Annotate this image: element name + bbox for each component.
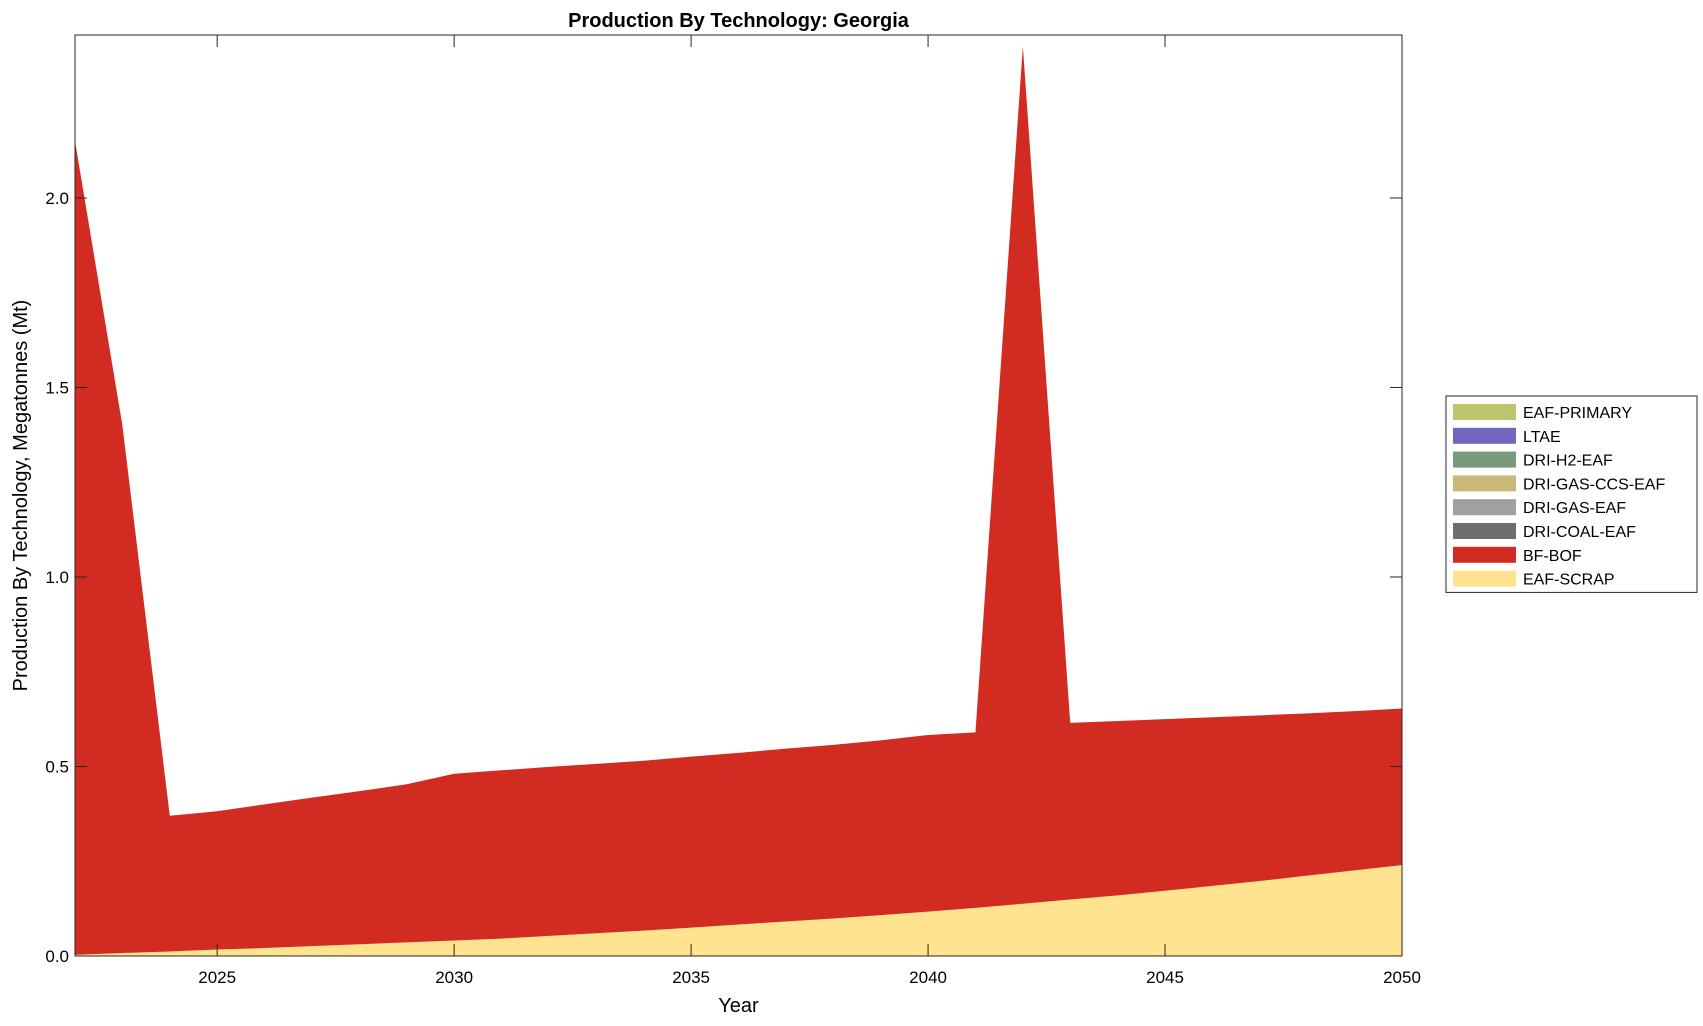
series-areas — [75, 46, 1402, 956]
y-tick-label: 2.0 — [45, 189, 69, 208]
y-axis-label: Production By Technology, Megatonnes (Mt… — [10, 300, 32, 692]
legend-label-dri-h2-eaf: DRI-H2-EAF — [1523, 453, 1613, 470]
legend: EAF-PRIMARY LTAE DRI-H2-EAF DRI-GAS-CCS-EAF… — [1445, 395, 1698, 593]
area-dri-h2-eaf — [75, 46, 1402, 816]
legend-swatch-dri-gas-eaf — [1453, 499, 1516, 516]
x-tick-label: 2025 — [198, 968, 236, 987]
legend-swatch-ltae — [1453, 427, 1516, 444]
x-axis-label: Year — [718, 995, 759, 1017]
legend-swatch-dri-h2-eaf — [1453, 451, 1516, 468]
legend-swatch-eaf-scrap — [1453, 570, 1516, 587]
area-dri-gas-eaf — [75, 46, 1402, 816]
plot-frame — [74, 34, 1403, 957]
x-tick-label: 2035 — [672, 968, 710, 987]
y-tick-label: 1.5 — [45, 378, 69, 397]
legend-label-dri-gas-ccs-eaf: DRI-GAS-CCS-EAF — [1523, 476, 1665, 493]
area-ltae — [75, 46, 1402, 816]
x-tick-label: 2030 — [435, 968, 473, 987]
legend-label-ltae: LTAE — [1523, 429, 1561, 446]
legend-swatch-dri-coal-eaf — [1453, 523, 1516, 539]
area-bf-bof — [75, 46, 1402, 955]
area-eaf-scrap — [75, 865, 1402, 956]
legend-swatch-dri-gas-ccs-eaf — [1453, 475, 1516, 492]
legend-swatch-eaf-primary — [1453, 404, 1516, 420]
y-tick-label: 1.0 — [45, 568, 69, 587]
x-axis-ticks: 2025 2030 2035 2040 2045 2050 — [198, 35, 1421, 987]
area-eaf-primary — [75, 46, 1402, 816]
legend-swatch-bf-bof — [1453, 546, 1516, 563]
legend-label-dri-coal-eaf: DRI-COAL-EAF — [1523, 524, 1636, 541]
y-tick-label: 0.0 — [45, 947, 69, 966]
y-tick-label: 0.5 — [45, 757, 69, 776]
legend-label-dri-gas-eaf: DRI-GAS-EAF — [1523, 500, 1626, 517]
area-dri-coal-eaf — [75, 46, 1402, 816]
legend-label-eaf-scrap: EAF-SCRAP — [1523, 572, 1615, 589]
y-axis-ticks: 0.0 0.5 1.0 1.5 2.0 — [45, 189, 1402, 966]
x-tick-label: 2045 — [1146, 968, 1184, 987]
legend-label-eaf-primary: EAF-PRIMARY — [1523, 405, 1632, 422]
legend-label-bf-bof: BF-BOF — [1523, 548, 1582, 565]
x-tick-label: 2040 — [909, 968, 947, 987]
area-dri-gas-ccs-eaf — [75, 46, 1402, 816]
chart-title: Production By Technology: Georgia — [568, 10, 910, 32]
x-tick-label: 2050 — [1383, 968, 1421, 987]
